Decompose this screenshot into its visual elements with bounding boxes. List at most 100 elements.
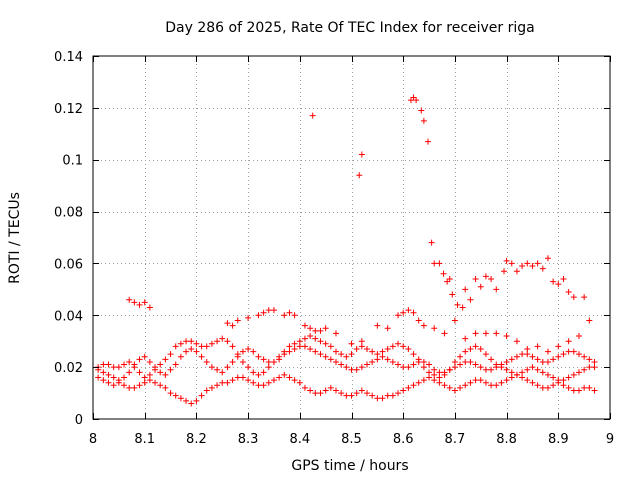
data-point (449, 291, 456, 298)
data-point (239, 358, 246, 365)
data-point (420, 117, 427, 124)
data-point (534, 382, 541, 389)
data-point (183, 348, 190, 355)
data-point (462, 335, 469, 342)
data-point (307, 387, 314, 394)
data-point (286, 348, 293, 355)
data-point (524, 377, 531, 384)
data-point (374, 351, 381, 358)
data-point (157, 382, 164, 389)
data-point (389, 392, 396, 399)
data-point (198, 392, 205, 399)
data-point (498, 379, 505, 386)
data-point (426, 361, 433, 368)
data-point (152, 379, 159, 386)
data-point (570, 348, 577, 355)
data-point (255, 353, 262, 360)
data-point (544, 371, 551, 378)
data-point (301, 322, 308, 329)
data-point (208, 364, 215, 371)
data-point (555, 377, 562, 384)
data-point (167, 366, 174, 373)
data-point (503, 377, 510, 384)
data-point (358, 343, 365, 350)
data-point (534, 356, 541, 363)
data-point (570, 294, 577, 301)
data-point (529, 379, 536, 386)
data-point (519, 369, 526, 376)
data-point (410, 94, 417, 101)
data-point (245, 314, 252, 321)
plot-frame (92, 55, 611, 420)
grid-lines (93, 56, 610, 419)
data-point (136, 356, 143, 363)
data-point (550, 278, 557, 285)
data-point (420, 358, 427, 365)
data-point (581, 384, 588, 391)
data-point (146, 304, 153, 311)
data-point (415, 379, 422, 386)
data-point (539, 265, 546, 272)
chart-title: Day 286 of 2025, Rate Of TEC Index for r… (165, 20, 534, 36)
data-point (214, 366, 221, 373)
data-point (477, 377, 484, 384)
data-point (565, 348, 572, 355)
y-axis-title: ROTI / TECUs (7, 192, 23, 284)
data-point (539, 358, 546, 365)
data-point (100, 361, 107, 368)
data-point (183, 338, 190, 345)
data-point (110, 374, 117, 381)
data-point (482, 379, 489, 386)
data-point (472, 275, 479, 282)
data-point (224, 338, 231, 345)
data-point (395, 390, 402, 397)
data-point (591, 364, 598, 371)
data-point (115, 379, 122, 386)
data-point (265, 364, 272, 371)
data-point (503, 366, 510, 373)
x-tick-label: 8 (89, 432, 97, 447)
data-point (565, 288, 572, 295)
data-point (467, 345, 474, 352)
data-point (312, 335, 319, 342)
data-point (234, 374, 241, 381)
data-point (177, 353, 184, 360)
x-tick-label: 8.9 (548, 432, 569, 447)
data-point (400, 343, 407, 350)
data-point (157, 369, 164, 376)
data-point (348, 366, 355, 373)
data-point (513, 353, 520, 360)
data-point (534, 366, 541, 373)
data-point (100, 377, 107, 384)
data-point (348, 340, 355, 347)
data-point (369, 392, 376, 399)
data-point (281, 348, 288, 355)
data-points (95, 94, 598, 407)
data-point (188, 400, 195, 407)
data-point (224, 320, 231, 327)
data-point (550, 382, 557, 389)
data-point (229, 343, 236, 350)
data-point (457, 353, 464, 360)
data-point (431, 371, 438, 378)
data-point (462, 358, 469, 365)
data-point (570, 371, 577, 378)
data-point (544, 255, 551, 262)
data-point (255, 382, 262, 389)
data-point (322, 353, 329, 360)
data-point (441, 371, 448, 378)
data-point (501, 268, 508, 275)
data-point (301, 384, 308, 391)
data-point (136, 369, 143, 376)
data-point (555, 343, 562, 350)
data-point (291, 345, 298, 352)
y-tick-label: 0.1 (62, 154, 83, 169)
data-point (141, 299, 148, 306)
data-point (426, 369, 433, 376)
data-point (555, 353, 562, 360)
data-point (565, 338, 572, 345)
data-point (415, 356, 422, 363)
x-tick-label: 8.2 (186, 432, 207, 447)
data-point (441, 330, 448, 337)
